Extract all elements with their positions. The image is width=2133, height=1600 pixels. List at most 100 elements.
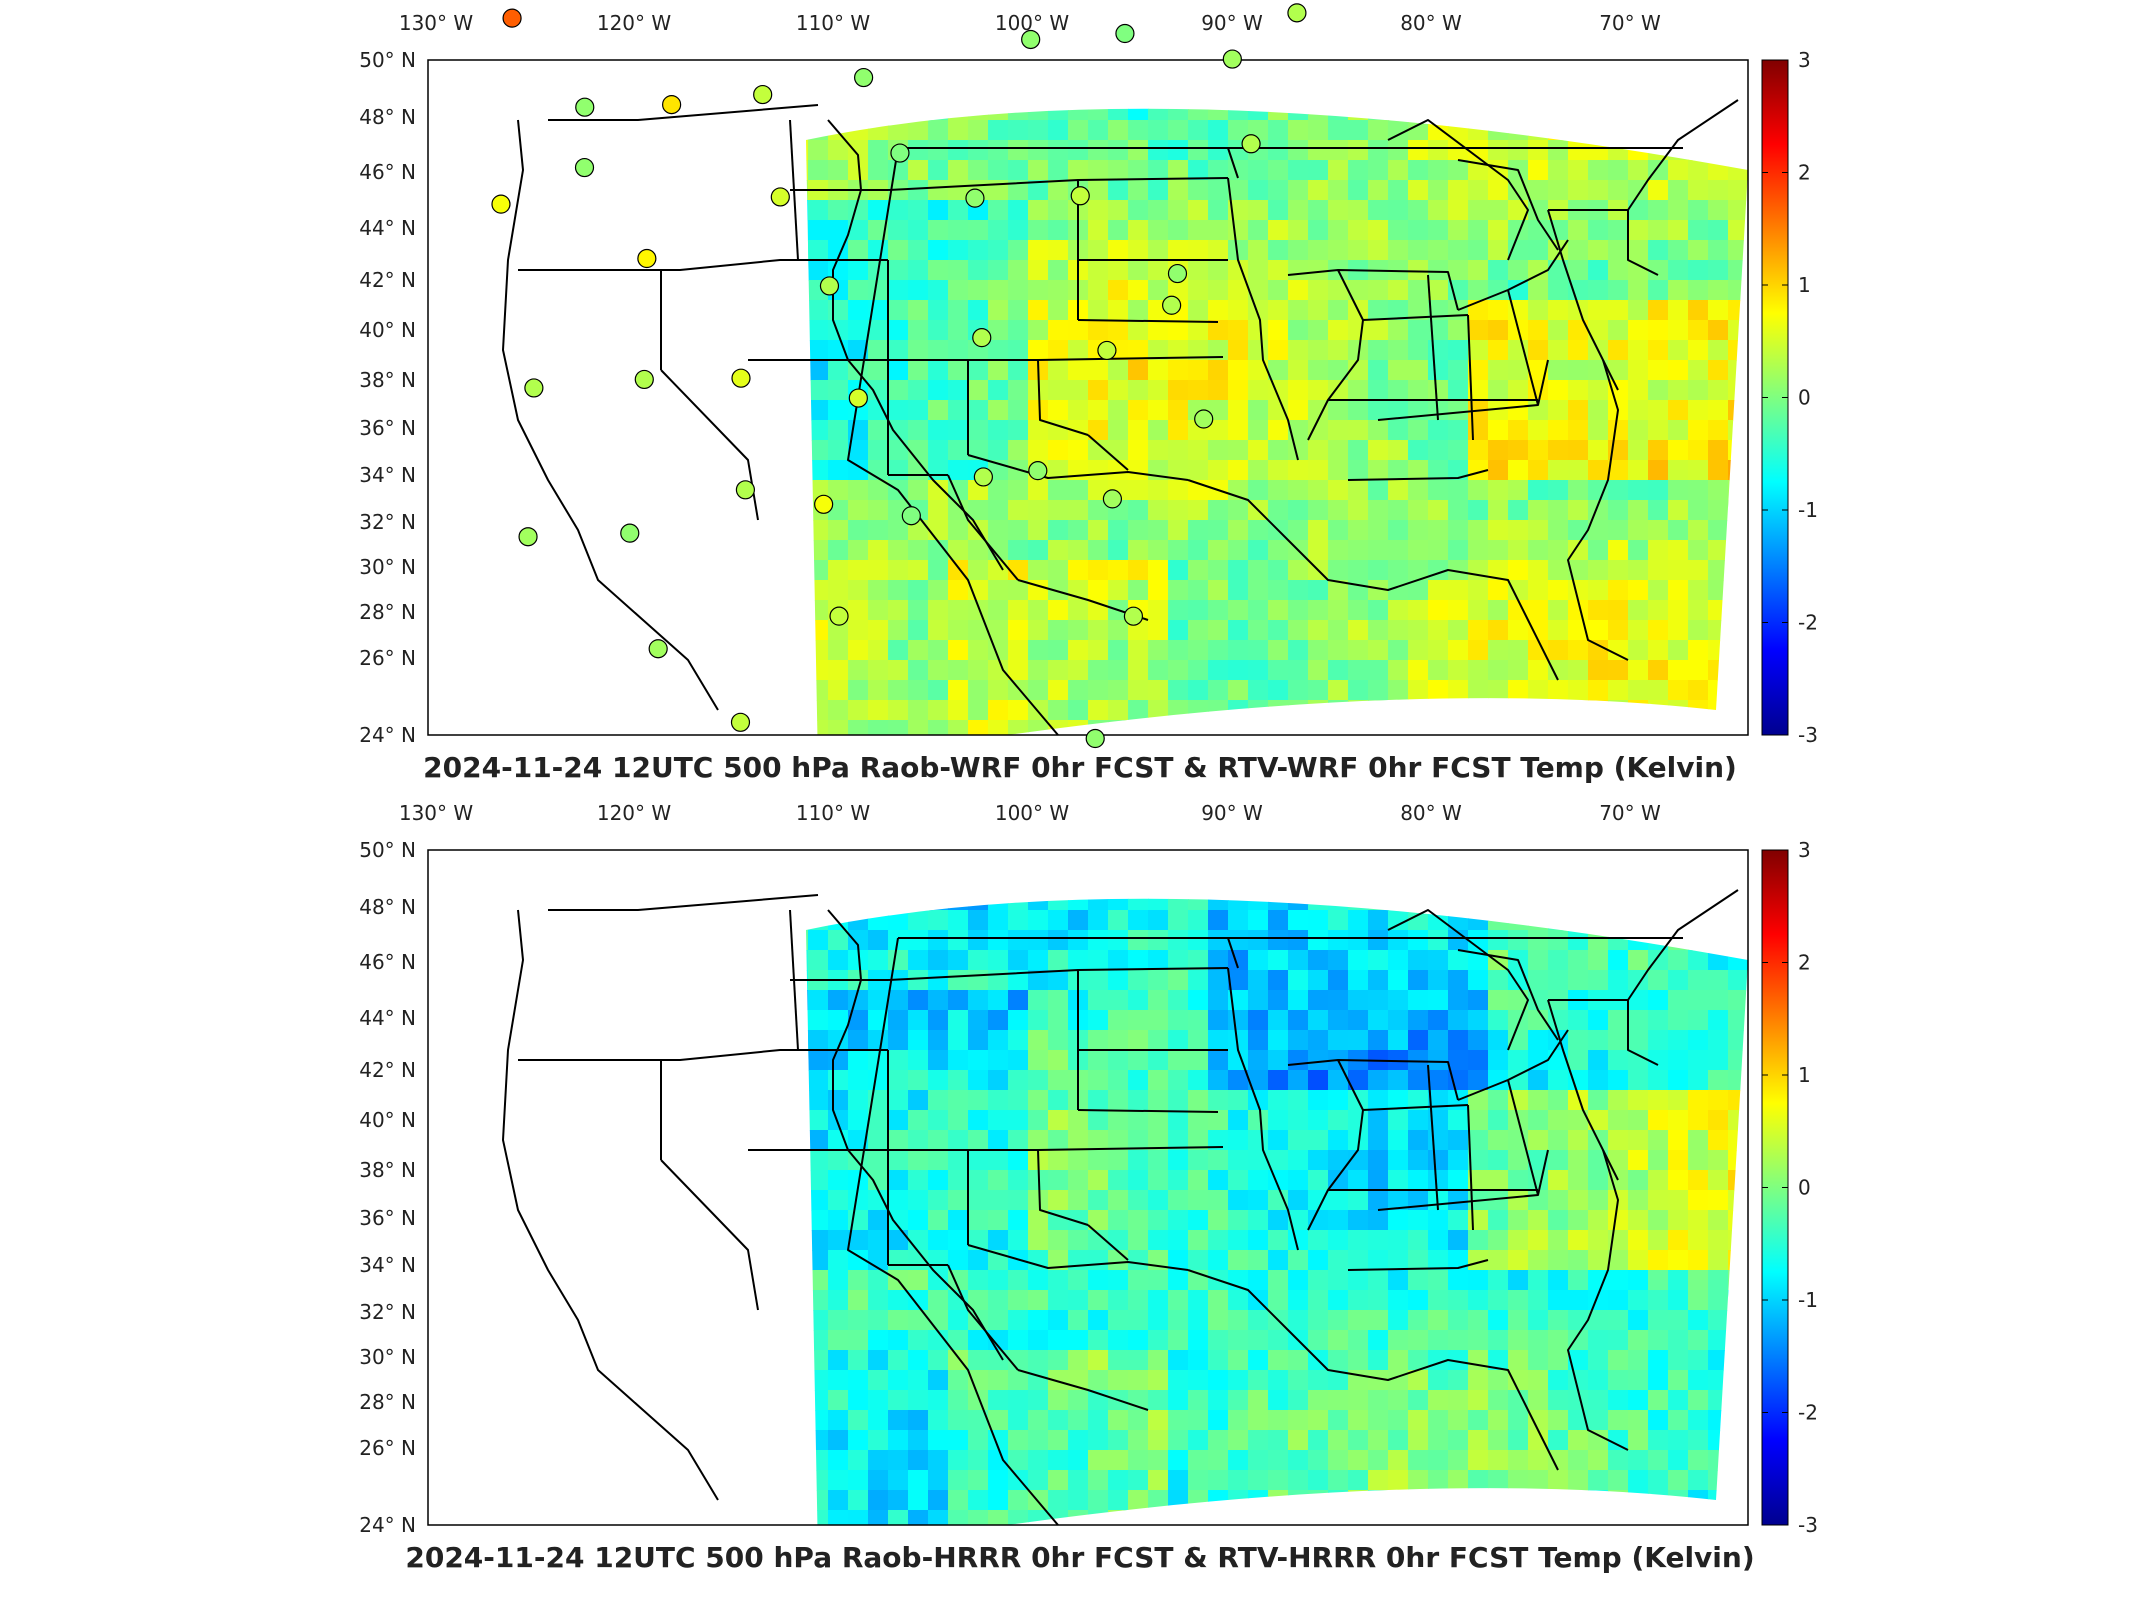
colorbar-tick-label: 3	[1798, 48, 1811, 72]
latitude-tick-label: 38° N	[359, 368, 416, 392]
colorbar-tick-label: -1	[1798, 1288, 1818, 1312]
colorbar-tick-label: 1	[1798, 1063, 1811, 1087]
temperature-difference-field	[806, 898, 1748, 1525]
raob-station-marker	[735, 480, 756, 500]
boundary-line	[1362, 314, 1469, 321]
raob-station-marker	[854, 67, 874, 88]
boundary-line	[1548, 99, 1739, 211]
colorbar-tick-label: 0	[1798, 1176, 1811, 1200]
boundary-line	[1077, 1109, 1219, 1113]
raob-station-marker	[770, 187, 790, 207]
latitude-tick-label: 46° N	[359, 160, 416, 184]
boundary-line	[1627, 210, 1659, 276]
boundary-line	[827, 909, 1004, 1361]
latitude-tick-label: 30° N	[359, 555, 416, 579]
latitude-tick-label: 48° N	[359, 895, 416, 919]
boundary-line	[548, 104, 819, 121]
longitude-tick-label: 100° W	[995, 801, 1070, 825]
latitude-tick-label: 40° N	[359, 1108, 416, 1132]
raob-station-marker	[524, 378, 544, 398]
colorbar-tick-label: -3	[1798, 1513, 1818, 1537]
raob-station-marker	[637, 248, 657, 269]
boundary-line	[1387, 119, 1529, 261]
raob-station-marker	[1021, 29, 1041, 50]
raob-station-marker	[829, 606, 849, 626]
boundary-line	[1457, 1029, 1569, 1101]
boundary-line	[1187, 1269, 1559, 1471]
boundary-line	[1227, 967, 1299, 1251]
boundary-line	[1627, 1000, 1659, 1066]
raob-station-marker	[819, 276, 840, 296]
boundary-line	[847, 147, 1059, 736]
boundary-line	[1457, 239, 1569, 311]
raob-station-marker	[1222, 49, 1242, 69]
longitude-tick-label: 130° W	[399, 801, 474, 825]
colorbar-tick-label: 0	[1798, 386, 1811, 410]
boundary-line	[1187, 479, 1559, 681]
raob-station-marker	[890, 143, 910, 163]
boundary-line	[1467, 1104, 1474, 1231]
longitude-tick-label: 70° W	[1599, 801, 1661, 825]
latitude-tick-label: 34° N	[359, 463, 416, 487]
boundary-line	[1347, 469, 1489, 481]
colorbar-tick-label: 3	[1798, 838, 1811, 862]
latitude-tick-label: 50° N	[359, 48, 416, 72]
raob-station-marker	[848, 388, 868, 408]
raob-station-marker	[973, 467, 993, 487]
boundary-line	[660, 369, 759, 521]
longitude-tick-label: 120° W	[597, 801, 672, 825]
raob-station-marker	[662, 95, 682, 115]
colorbar-tick-label: -1	[1798, 498, 1818, 522]
boundary-line	[1362, 1104, 1469, 1111]
boundary-line	[518, 1049, 888, 1061]
raob-station-marker	[1241, 134, 1261, 154]
raob-station-marker	[575, 97, 595, 117]
raob-station-marker	[634, 369, 654, 390]
boundary-line	[1287, 269, 1459, 311]
latitude-tick-label: 48° N	[359, 105, 416, 129]
boundary-line	[827, 119, 1004, 571]
latitude-tick-label: 28° N	[359, 600, 416, 624]
map-title: 2024-11-24 12UTC 500 hPa Raob-WRF 0hr FC…	[423, 751, 1737, 784]
raob-station-marker	[518, 527, 538, 547]
raob-station-marker	[1070, 186, 1090, 206]
latitude-tick-label: 36° N	[359, 1206, 416, 1230]
boundary-line	[1037, 1146, 1224, 1151]
boundary-line	[518, 259, 888, 271]
boundary-line	[1077, 177, 1229, 181]
boundary-line	[660, 1159, 759, 1311]
boundary-line	[1567, 359, 1629, 661]
boundary-line	[1347, 1259, 1489, 1271]
longitude-tick-label: 80° W	[1400, 11, 1462, 35]
boundary-line	[548, 894, 819, 911]
raob-station-marker	[1102, 489, 1123, 509]
raob-station-marker	[753, 84, 773, 105]
raob-station-marker	[502, 8, 522, 28]
longitude-ticks: 130° W 120° W 110° W 100° W 90° W 80° W 70° W	[399, 801, 1661, 825]
boundary-line	[1017, 1369, 1149, 1411]
boundary-line	[1077, 319, 1219, 323]
boundary-line	[1077, 967, 1229, 971]
raob-station-marker	[574, 157, 595, 178]
boundary-line	[1547, 209, 1619, 391]
map-boundaries	[502, 99, 1739, 736]
boundary-line	[947, 1264, 1019, 1371]
raob-station-marker	[1123, 606, 1144, 626]
raob-station-marker	[1115, 23, 1135, 44]
latitude-tick-label: 46° N	[359, 950, 416, 974]
longitude-tick-label: 90° W	[1201, 801, 1263, 825]
boundary-line	[1287, 1059, 1459, 1101]
map-boundaries	[502, 889, 1739, 1526]
raob-station-marker	[730, 712, 751, 732]
raob-station-marker	[491, 194, 511, 214]
raob-station-marker	[731, 368, 751, 388]
boundary-line	[1227, 937, 1239, 969]
raob-station-marker	[965, 188, 985, 208]
longitude-tick-label: 110° W	[796, 11, 871, 35]
boundary-line	[1507, 1079, 1539, 1196]
latitude-ticks: 50° N 48° N 46° N 44° N 42° N 40° N 38° N 36° N…	[359, 48, 416, 747]
boundary-line	[1087, 434, 1129, 471]
boundary-line	[1427, 1064, 1439, 1211]
boundary-line	[1087, 1224, 1129, 1261]
